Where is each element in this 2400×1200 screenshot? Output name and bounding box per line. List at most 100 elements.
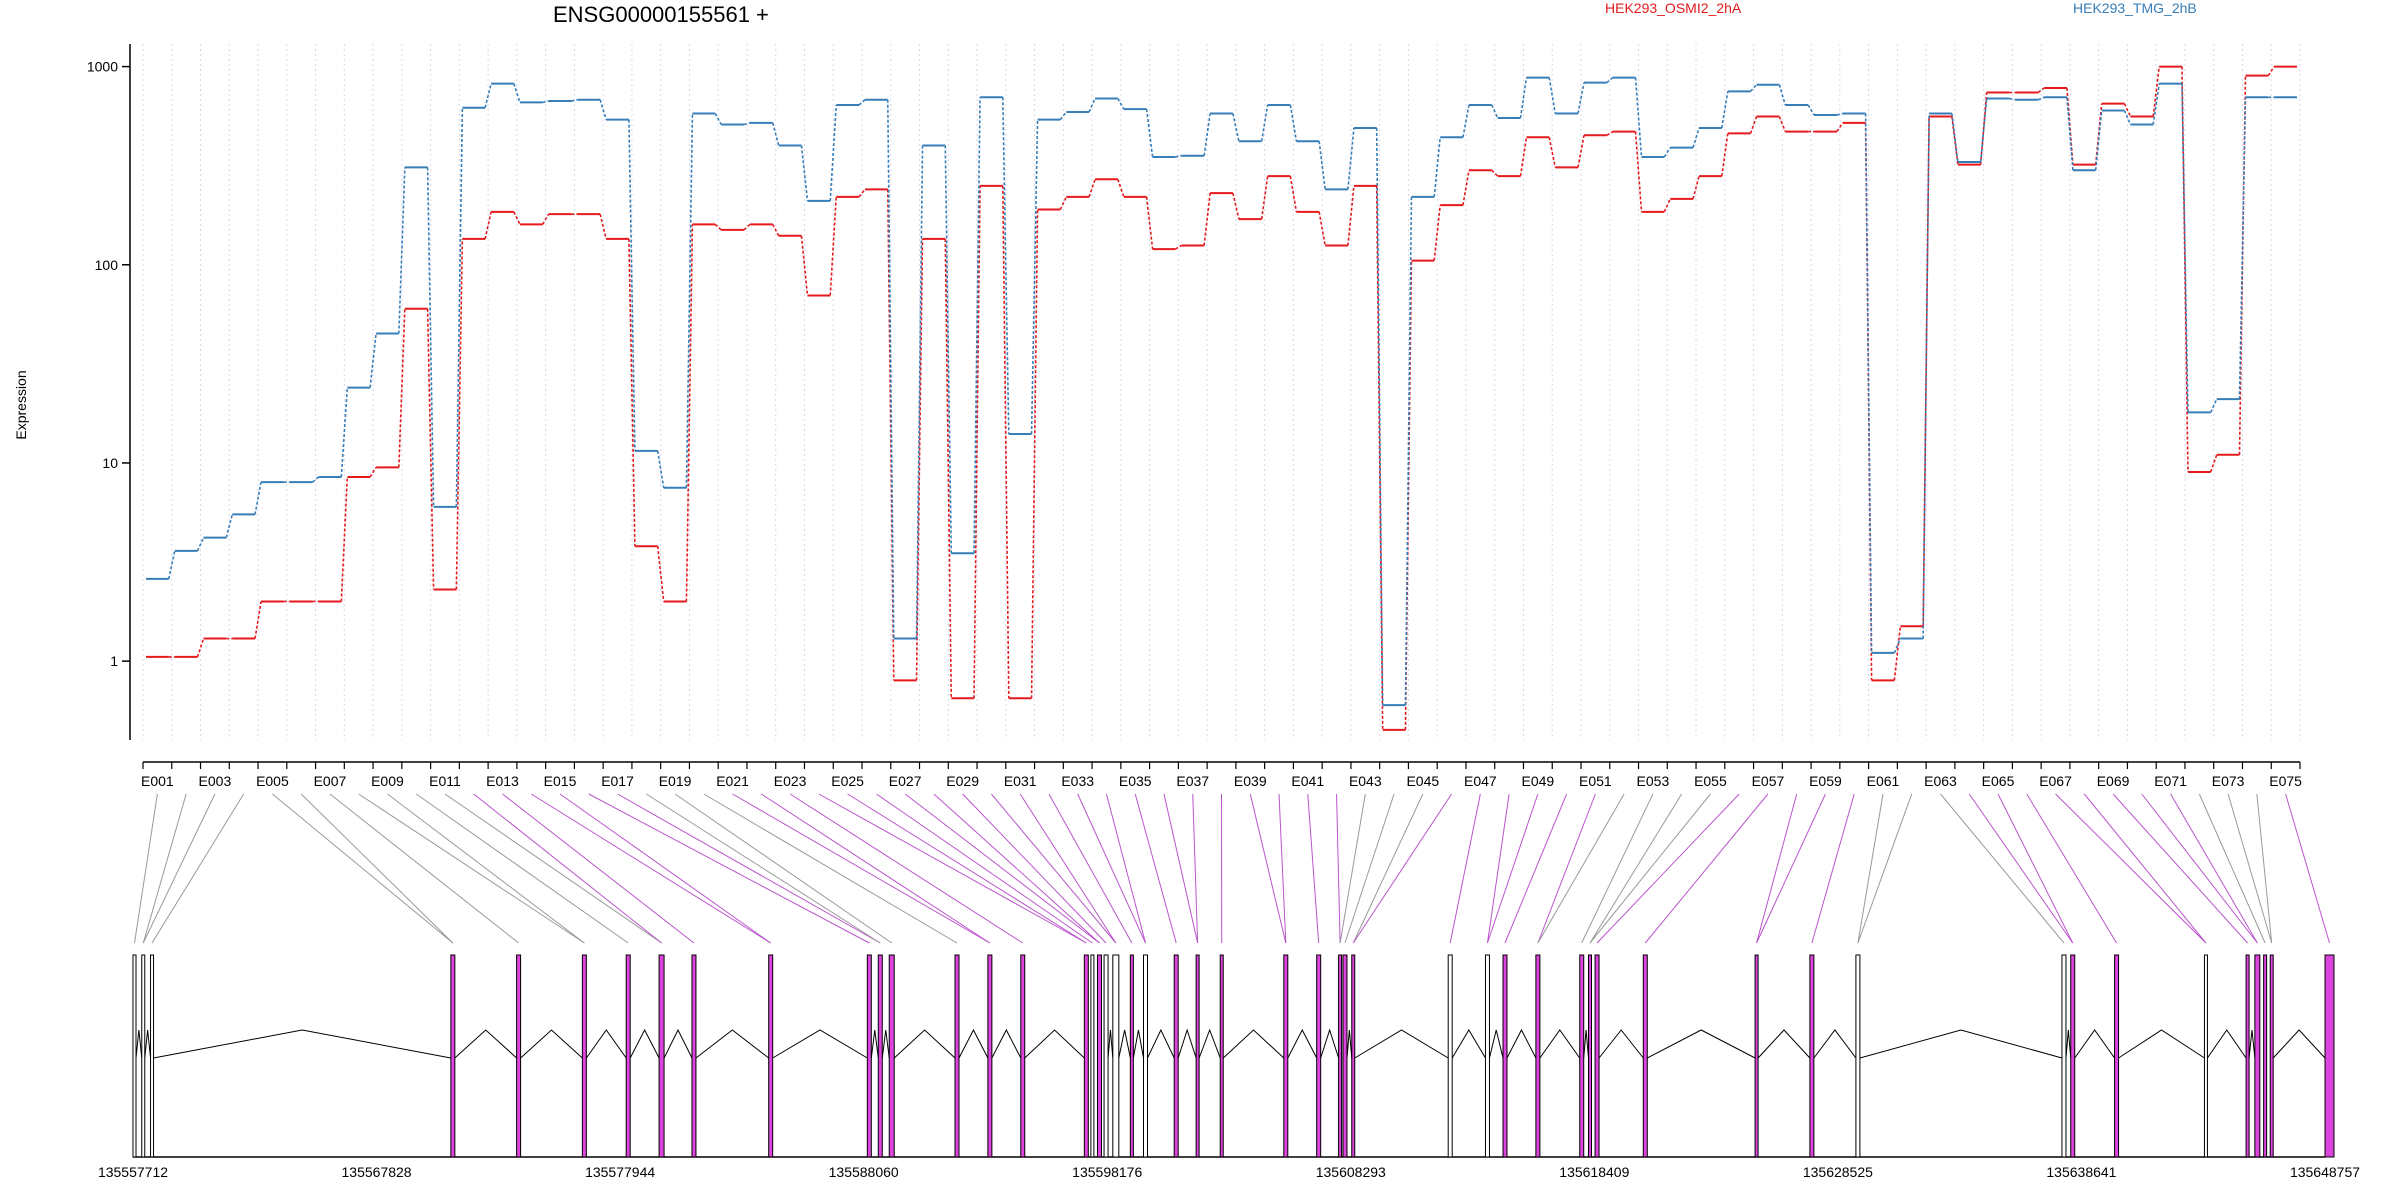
exon-box [1579, 954, 1585, 1158]
exon-connector [933, 793, 1100, 944]
step-connector [685, 224, 694, 602]
step-connector [1807, 104, 1815, 116]
intron-line [1107, 1029, 1114, 1059]
x-tick-label: E037 [1176, 773, 1209, 789]
genomic-tick-label: 135638641 [2046, 1164, 2116, 1180]
x-tick-label: E075 [2269, 773, 2302, 789]
exon-box [2324, 954, 2335, 1158]
exon-box [1103, 954, 1109, 1158]
x-tick-label: E057 [1752, 773, 1785, 789]
intron-line [2272, 1029, 2326, 1059]
step-connector [1778, 84, 1787, 106]
step-connector [1692, 127, 1700, 148]
step-connector [1433, 205, 1441, 261]
genomic-tick-label: 135598176 [1072, 1164, 1142, 1180]
exon-box [658, 954, 665, 1158]
exon-connector [646, 793, 881, 944]
x-tick-label: E065 [1982, 773, 2015, 789]
step-connector [829, 196, 838, 296]
step-connector [656, 450, 665, 488]
genomic-axis: 135557712 135567828 135577944 135588060 1355… [98, 1164, 2360, 1180]
exon-connector [2055, 793, 2207, 944]
genomic-tick-label: 135608293 [1316, 1164, 1386, 1180]
step-connector [426, 167, 435, 507]
step-connector [1721, 133, 1729, 177]
exon-box [2245, 954, 2250, 1158]
step-connector [1318, 141, 1326, 190]
step-connector [254, 482, 262, 515]
genomic-tick-label: 135557712 [98, 1164, 168, 1180]
exon-box [1083, 954, 1089, 1158]
exon-box [516, 954, 522, 1158]
x-tick-label: E071 [2154, 773, 2187, 789]
intron-line [2065, 1029, 2072, 1059]
intron-line [1177, 1028, 1197, 1059]
step-connector [1778, 116, 1787, 132]
step-connector [1375, 185, 1384, 730]
x-tick-label: E067 [2039, 773, 2072, 789]
intron-line [958, 1028, 989, 1059]
x-tick-label: E009 [371, 773, 404, 789]
exon-connector [1048, 793, 1133, 944]
x-tick-label: E035 [1119, 773, 1152, 789]
exon-box [1129, 954, 1134, 1158]
chart-title: ENSG00000155561 + [553, 2, 769, 27]
intron-line [1354, 1029, 1449, 1059]
exon-connector [2112, 793, 2248, 944]
step-connector [1490, 104, 1499, 119]
genomic-tick-label: 135618409 [1559, 1164, 1629, 1180]
exon-connector [1307, 793, 1320, 944]
exon-connector [1756, 793, 1826, 944]
x-tick-label: E027 [889, 773, 922, 789]
step-connector [1548, 77, 1557, 114]
intron-line [1147, 1028, 1175, 1059]
intron-line [135, 1029, 143, 1059]
intron-line [1198, 1028, 1221, 1059]
exon-connector [2083, 793, 2207, 944]
intron-line [153, 1029, 451, 1059]
step-connector [1951, 113, 1959, 163]
y-tick-label: 100 [95, 257, 119, 273]
exon-connector [358, 793, 585, 944]
step-connector [915, 145, 924, 639]
step-connector [1117, 98, 1125, 110]
x-tick-label: E059 [1809, 773, 1842, 789]
exon-connector [415, 793, 629, 944]
exon-connector [2256, 793, 2273, 944]
exon-box [954, 954, 960, 1158]
x-tick-label: E041 [1291, 773, 1324, 789]
step-connector [2209, 454, 2218, 473]
step-connector [1318, 211, 1326, 246]
step-connector [1519, 77, 1528, 119]
exon-box [1112, 954, 1120, 1158]
step-connector [743, 223, 751, 231]
intron-line [2248, 1029, 2256, 1059]
intron-line [1813, 1029, 1857, 1059]
y-tick-label: 1000 [87, 59, 118, 75]
exon-connector [1163, 793, 1199, 944]
x-tick-label: E011 [429, 773, 461, 789]
exon-box [1342, 954, 1348, 1158]
x-tick-label: E019 [659, 773, 692, 789]
exon-connector [300, 793, 454, 944]
step-connector [1663, 198, 1672, 213]
step-connector [1634, 77, 1643, 158]
x-tick-label: E031 [1004, 773, 1037, 789]
intron-line [1647, 1029, 1756, 1059]
x-tick-label: E053 [1637, 773, 1670, 789]
exon-connector [1344, 793, 1395, 944]
exon-box [1502, 954, 1508, 1158]
exon-box [1020, 954, 1026, 1158]
step-connector [1577, 82, 1585, 114]
step-connector [656, 546, 665, 602]
exon-connector [1581, 793, 1654, 944]
step-connector [1692, 175, 1700, 200]
exon-connector [142, 793, 216, 944]
step-connector [2123, 103, 2132, 117]
x-tick-label: E013 [486, 773, 519, 789]
x-tick-label: E029 [946, 773, 979, 789]
step-connector [1404, 196, 1413, 706]
step-connector [973, 185, 981, 699]
exon-box [2061, 954, 2067, 1158]
